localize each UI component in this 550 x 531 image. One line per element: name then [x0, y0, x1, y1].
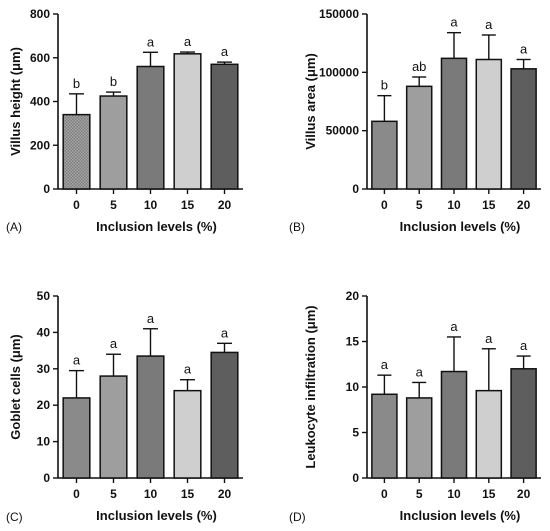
- y-axis-label: Villus height (μm): [8, 47, 23, 156]
- panel-letter: (C): [6, 510, 23, 524]
- x-tick-label: 10: [144, 487, 158, 501]
- significance-letter: a: [381, 357, 389, 372]
- significance-letter: a: [416, 364, 424, 379]
- bar-5: [405, 85, 433, 190]
- x-tick-label: 15: [181, 198, 195, 212]
- bar-5: [99, 375, 128, 479]
- bar-15: [475, 58, 503, 190]
- significance-letter: a: [147, 34, 155, 49]
- y-axis-label: Goblet cells (μm): [8, 334, 23, 439]
- y-tick-label: 600: [30, 51, 50, 65]
- y-tick-label: 0: [43, 471, 50, 485]
- y-tick-label: 100000: [319, 65, 359, 79]
- y-tick-label: 800: [30, 7, 50, 21]
- chart-panel-4: 0 5 10 15 20 a 0 a 5 a 10 a 15 a 20 Inclusion levels (%…: [289, 289, 541, 524]
- x-tick-label: 20: [517, 198, 531, 212]
- chart-panel-2: 0 50000 100000 150000 b 0 ab 5 a 10 a 15 a 20 Inclusio…: [289, 7, 541, 234]
- significance-letter: a: [221, 325, 229, 340]
- y-tick-label: 0: [352, 471, 359, 485]
- x-axis-label: Inclusion levels (%): [400, 219, 521, 234]
- bar-15: [475, 389, 503, 479]
- y-tick-label: 5: [352, 426, 359, 440]
- y-tick-label: 20: [346, 289, 360, 303]
- significance-letter: a: [450, 15, 458, 30]
- significance-letter: a: [485, 331, 493, 346]
- y-tick-label: 150000: [319, 7, 359, 21]
- x-tick-label: 0: [73, 487, 80, 501]
- significance-letter: a: [73, 353, 81, 368]
- significance-letter: ab: [412, 59, 426, 74]
- y-tick-label: 10: [37, 435, 51, 449]
- x-tick-label: 0: [73, 198, 80, 212]
- significance-letter: b: [110, 74, 117, 89]
- panel-letter: (A): [6, 220, 22, 234]
- panel-letter: (D): [289, 510, 306, 524]
- x-axis-label: Inclusion levels (%): [96, 508, 217, 523]
- bar-0: [62, 113, 91, 190]
- significance-letter: b: [73, 76, 80, 91]
- y-tick-label: 400: [30, 95, 50, 109]
- significance-letter: a: [184, 362, 192, 377]
- y-tick-label: 0: [352, 182, 359, 196]
- y-tick-label: 10: [346, 380, 360, 394]
- bar-15: [173, 53, 202, 190]
- y-tick-label: 40: [37, 325, 51, 339]
- y-tick-label: 50: [37, 289, 51, 303]
- bar-10: [136, 355, 165, 479]
- significance-letter: a: [110, 336, 118, 351]
- bar-10: [136, 65, 165, 190]
- panel-letter: (B): [289, 220, 305, 234]
- x-tick-label: 10: [447, 198, 461, 212]
- x-tick-label: 10: [447, 487, 461, 501]
- significance-letter: a: [184, 34, 192, 49]
- bar-0: [371, 120, 398, 190]
- x-tick-label: 20: [517, 487, 531, 501]
- significance-letter: a: [520, 42, 528, 57]
- bar-10: [440, 370, 468, 479]
- bar-0: [371, 393, 398, 479]
- significance-letter: a: [450, 319, 458, 334]
- bar-0: [62, 397, 91, 479]
- x-tick-label: 10: [144, 198, 158, 212]
- bar-15: [173, 389, 202, 479]
- x-tick-label: 5: [110, 487, 117, 501]
- y-axis-label: Leukocyte infiltration (μm): [303, 305, 318, 468]
- y-axis-label: Villus area (μm): [303, 53, 318, 150]
- x-tick-label: 20: [218, 487, 232, 501]
- x-tick-label: 15: [482, 487, 496, 501]
- bar-20: [210, 351, 239, 479]
- x-axis-label: Inclusion levels (%): [96, 219, 217, 234]
- x-tick-label: 5: [110, 198, 117, 212]
- significance-letter: b: [381, 78, 388, 93]
- bar-20: [510, 68, 537, 190]
- x-axis-label: Inclusion levels (%): [400, 508, 521, 523]
- x-tick-label: 0: [381, 487, 388, 501]
- significance-letter: a: [221, 44, 229, 59]
- x-tick-label: 15: [482, 198, 496, 212]
- x-tick-label: 20: [218, 198, 232, 212]
- y-tick-label: 30: [37, 362, 51, 376]
- bar-5: [405, 397, 433, 479]
- x-tick-label: 15: [181, 487, 195, 501]
- y-tick-label: 20: [37, 398, 51, 412]
- bar-10: [440, 57, 468, 190]
- x-tick-label: 5: [416, 487, 423, 501]
- y-tick-label: 15: [346, 335, 360, 349]
- y-tick-label: 50000: [326, 124, 360, 138]
- x-tick-label: 0: [381, 198, 388, 212]
- bar-20: [510, 368, 537, 479]
- y-tick-label: 200: [30, 138, 50, 152]
- significance-letter: a: [520, 338, 528, 353]
- y-tick-label: 0: [43, 182, 50, 196]
- significance-letter: a: [147, 311, 155, 326]
- significance-letter: a: [485, 17, 493, 32]
- x-tick-label: 5: [416, 198, 423, 212]
- bar-20: [210, 63, 239, 190]
- bar-5: [99, 95, 128, 190]
